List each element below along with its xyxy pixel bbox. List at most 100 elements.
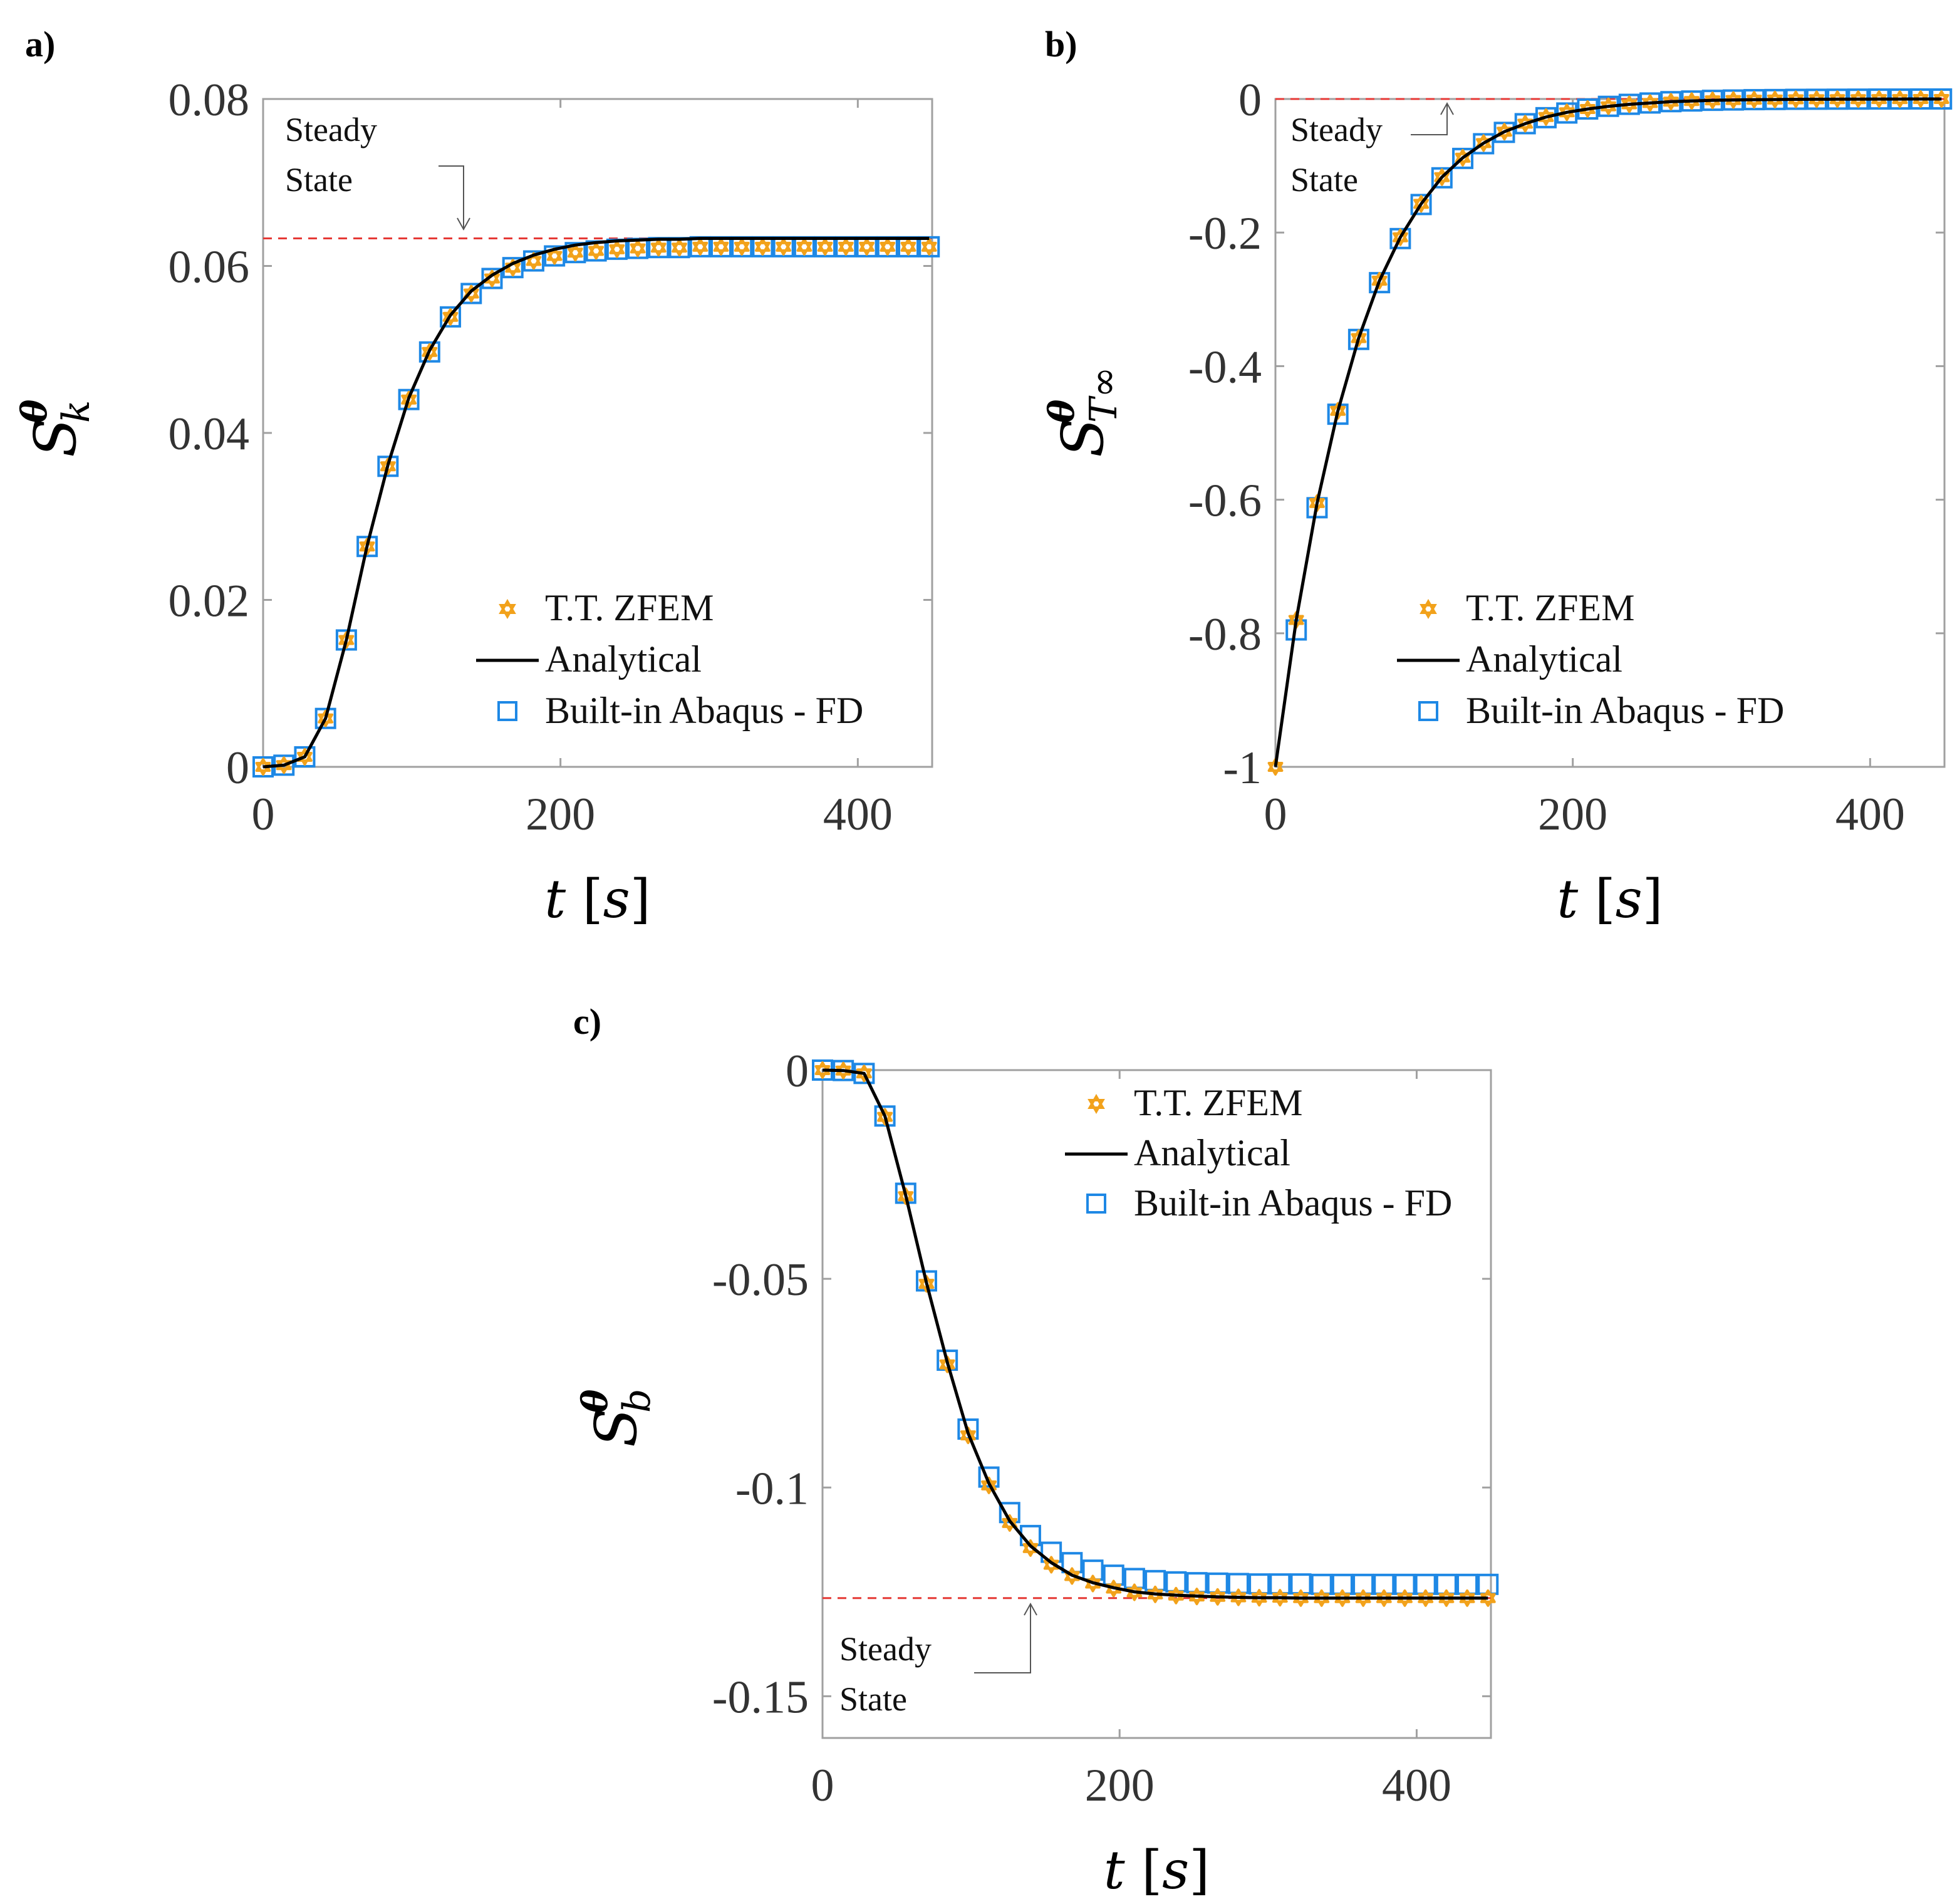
- y-axis-label: Sθ T∞: [1041, 367, 1126, 457]
- zfem-marker: [1871, 90, 1887, 108]
- x-tick-label: 0: [252, 789, 275, 840]
- abaqus-marker: [314, 707, 336, 729]
- zfem-marker: [734, 237, 750, 256]
- zfem-marker: [814, 1061, 831, 1079]
- hexagram-marker-icon: [1420, 599, 1437, 619]
- y-tick-label: 0: [786, 1046, 809, 1097]
- y-tick-label: 0: [226, 742, 249, 794]
- legend: T.T. ZFEM Analytical Built-in Abaqus - FD: [1397, 587, 1784, 731]
- zfem-marker: [568, 244, 583, 262]
- zfem-marker: [817, 237, 833, 256]
- zfem-marker: [900, 237, 916, 256]
- abaqus-marker: [460, 283, 482, 304]
- zfem-marker: [1334, 1589, 1351, 1607]
- y-tick-label: -1: [1223, 742, 1262, 794]
- zfem-marker: [692, 237, 709, 256]
- y-tick-label: -0.4: [1188, 341, 1262, 393]
- zfem-marker: [1376, 1589, 1392, 1607]
- steady-state-label: Steady: [285, 111, 377, 148]
- steady-state-label: Steady: [839, 1630, 932, 1668]
- zfem-marker: [1684, 92, 1700, 110]
- analytical-line: [262, 237, 930, 769]
- x-tick-label: 0: [811, 1760, 834, 1811]
- steady-state-label: State: [285, 161, 353, 199]
- annotation-arrow: [974, 1604, 1031, 1673]
- zfem-marker: [1230, 1588, 1247, 1606]
- legend-label-abaqus: Built-in Abaqus - FD: [545, 690, 863, 731]
- analytical-line: [822, 1068, 1488, 1600]
- arrowhead-icon: [1024, 1602, 1037, 1616]
- x-tick-label: 400: [823, 789, 893, 840]
- y-tick-label: 0.04: [169, 408, 250, 460]
- y-tick-label: -0.2: [1188, 208, 1262, 259]
- panel-b: 0 200 400 -1 -0.8 -0.6 -0.4 -0.2 0 b) t [s] Sθ T∞ Ste…: [1041, 24, 1953, 930]
- y-tick-label: -0.6: [1188, 476, 1262, 527]
- abaqus-marker: [356, 536, 378, 558]
- x-axis-label: t [s]: [1104, 1839, 1210, 1901]
- square-marker-icon: [497, 701, 517, 721]
- legend-label-abaqus: Built-in Abaqus - FD: [1134, 1182, 1452, 1224]
- abaqus-marker: [522, 250, 544, 272]
- zfem-marker: [1438, 1589, 1455, 1607]
- svg-text:θ: θ: [574, 1389, 616, 1413]
- x-tick-label: 200: [1085, 1760, 1155, 1811]
- abaqus-marker: [481, 268, 503, 289]
- abaqus-marker: [335, 629, 357, 651]
- x-tick-label: 0: [1264, 789, 1287, 840]
- abaqus-marker: [377, 455, 399, 477]
- legend-label-abaqus: Built-in Abaqus - FD: [1466, 690, 1784, 731]
- legend: T.T. ZFEM Analytical Built-in Abaqus - FD: [1065, 1082, 1452, 1224]
- svg-text:θ: θ: [14, 399, 55, 423]
- zfem-marker: [880, 237, 896, 256]
- steady-state-label: State: [839, 1680, 907, 1718]
- zfem-marker: [1767, 90, 1783, 108]
- zfem-marker: [1809, 90, 1825, 108]
- zfem-marker: [1705, 91, 1721, 110]
- abaqus-marker: [440, 306, 462, 328]
- abaqus-marker: [418, 341, 440, 363]
- zfem-marker: [609, 240, 625, 258]
- svg-text:S: S: [22, 418, 89, 457]
- zfem-marker: [1851, 90, 1866, 108]
- panel-label: c): [573, 1001, 601, 1042]
- hexagram-marker-icon: [1088, 1094, 1105, 1114]
- zfem-marker: [1892, 90, 1908, 108]
- square-marker-icon: [1418, 701, 1438, 721]
- y-tick-label: 0.02: [169, 576, 250, 627]
- panel-a: 0 200 400 0 0.02 0.04 0.06 0.08 a) t [s] Sθ k Steady…: [14, 24, 940, 930]
- abaqus-marker: [564, 242, 586, 264]
- zfem-marker: [1829, 90, 1845, 108]
- x-axis-label: t [s]: [1557, 868, 1663, 930]
- y-tick-label: 0.06: [169, 242, 250, 293]
- arrowhead-icon: [457, 217, 470, 231]
- y-tick-label: 0.08: [169, 75, 250, 126]
- zfem-marker: [1459, 1589, 1475, 1607]
- legend-label-zfem: T.T. ZFEM: [1466, 587, 1634, 628]
- zfem-marker: [713, 237, 729, 256]
- y-tick-label: -0.05: [712, 1254, 809, 1306]
- svg-text:S: S: [1049, 418, 1116, 457]
- plot-area: [1274, 98, 1946, 768]
- zfem-marker: [1746, 91, 1762, 109]
- plot-area: [262, 98, 933, 768]
- zfem-marker: [1210, 1588, 1226, 1606]
- zfem-marker: [1272, 1589, 1288, 1607]
- zfem-marker: [255, 758, 271, 776]
- zfem-marker: [776, 237, 792, 256]
- legend-label-analytical: Analytical: [1466, 638, 1622, 680]
- zfem-marker: [650, 239, 667, 257]
- zfem-marker: [1642, 94, 1658, 112]
- zfem-marker: [1251, 1589, 1267, 1607]
- zfem-marker: [921, 237, 937, 256]
- panel-c: 0 200 400 -0.15 -0.1 -0.05 0 c) t [s] Sθ b Steady St…: [573, 1001, 1499, 1901]
- zfem-marker: [1393, 228, 1408, 246]
- svg-text:b: b: [615, 1389, 659, 1413]
- zfem-marker: [1913, 90, 1929, 108]
- y-tick-label: 0: [1238, 75, 1262, 126]
- abaqus-marker: [398, 388, 420, 410]
- panel-label: a): [25, 24, 55, 65]
- y-axis-label: Sθ k: [14, 399, 98, 457]
- zfem-marker: [1293, 1589, 1309, 1607]
- legend: T.T. ZFEM Analytical Built-in Abaqus - FD: [476, 587, 863, 731]
- svg-text:θ: θ: [1041, 399, 1082, 423]
